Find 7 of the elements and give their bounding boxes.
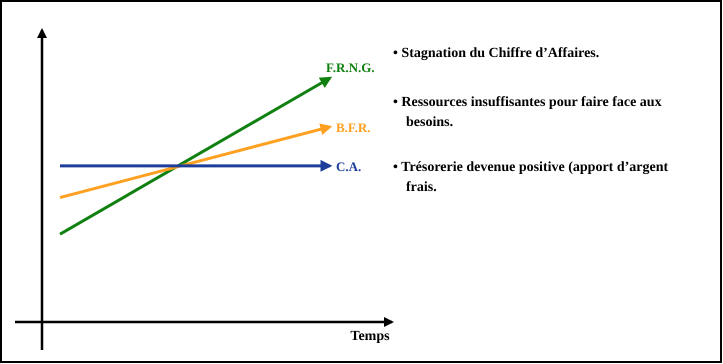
- text: • Trésorerie devenue positive (apport d’argent frais.: [393, 160, 668, 195]
- series-label: C.A.: [336, 158, 362, 174]
- x-axis-title: Temps: [350, 329, 390, 344]
- text: • Ressources insuffisantes pour faire face aux besoins.: [393, 95, 662, 130]
- series-label: F.R.N.G.: [326, 60, 375, 75]
- series-label: B.F.R.: [336, 120, 371, 135]
- text: • Stagnation du Chiffre d’Affaires.: [393, 46, 600, 61]
